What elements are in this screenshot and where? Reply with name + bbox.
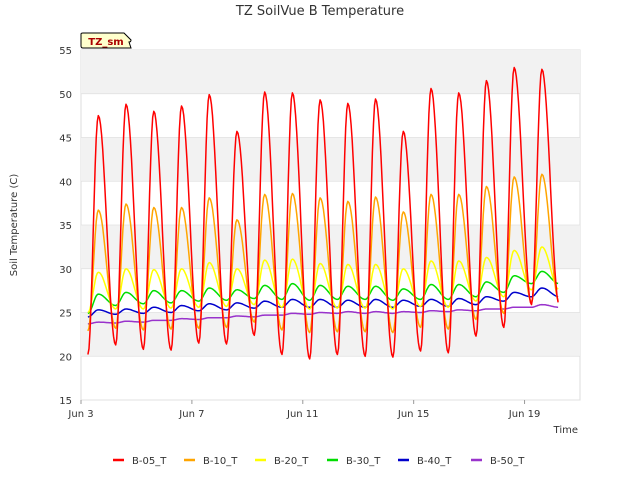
x-axis-label: Time (553, 425, 578, 436)
y-axis: 15 20 25 30 35 40 45 50 55 (59, 46, 72, 407)
legend-item-B-30_T: B-30_T (327, 456, 381, 467)
grid-band (81, 50, 580, 94)
legend-item-B-20_T: B-20_T (255, 456, 309, 467)
y-tick-label: 30 (59, 265, 72, 276)
y-tick-label: 25 (59, 309, 72, 320)
y-tick-label: 50 (59, 90, 72, 101)
series-layer (87, 66, 559, 360)
x-tick-label: Jun 19 (508, 409, 541, 420)
x-tick-label: Jun 11 (286, 409, 319, 420)
series-line-B-50_T (87, 303, 559, 325)
station-badge: TZ_sm (80, 32, 132, 49)
plot-background (80, 49, 581, 401)
legend-item-B-10_T: B-10_T (184, 456, 238, 467)
y-tick-label: 20 (59, 352, 72, 363)
legend-label: B-30_T (346, 456, 381, 467)
legend-item-B-40_T: B-40_T (398, 456, 452, 467)
legend-label: B-10_T (203, 456, 238, 467)
y-tick-label: 15 (59, 396, 72, 407)
badge-shape (80, 32, 132, 49)
legend-label: B-50_T (490, 456, 525, 467)
y-tick-label: 40 (59, 177, 72, 188)
legend-item-B-50_T: B-50_T (471, 456, 525, 467)
legend-label: B-40_T (417, 456, 452, 467)
legend-item-B-05_T: B-05_T (113, 456, 167, 467)
legend-label: B-05_T (132, 456, 167, 467)
chart-title: TZ SoilVue B Temperature (235, 4, 404, 19)
y-tick-label: 55 (59, 46, 72, 57)
y-axis-label: Soil Temperature (C) (9, 174, 20, 277)
x-axis: Jun 3 Jun 7 Jun 11 Jun 15 Jun 19 (67, 400, 540, 420)
x-tick-label: Jun 15 (397, 409, 430, 420)
grid-band (81, 137, 580, 182)
legend: B-05_T B-10_T B-20_T B-30_T B-40_T B-50_T (113, 456, 525, 467)
x-tick-label: Jun 7 (178, 409, 204, 420)
y-tick-label: 45 (59, 134, 72, 145)
y-tick-label: 35 (59, 221, 72, 232)
x-tick-label: Jun 3 (67, 409, 93, 420)
badge-label: TZ_sm (88, 37, 123, 48)
series-line-B-05_T (87, 66, 559, 360)
legend-label: B-20_T (274, 456, 309, 467)
